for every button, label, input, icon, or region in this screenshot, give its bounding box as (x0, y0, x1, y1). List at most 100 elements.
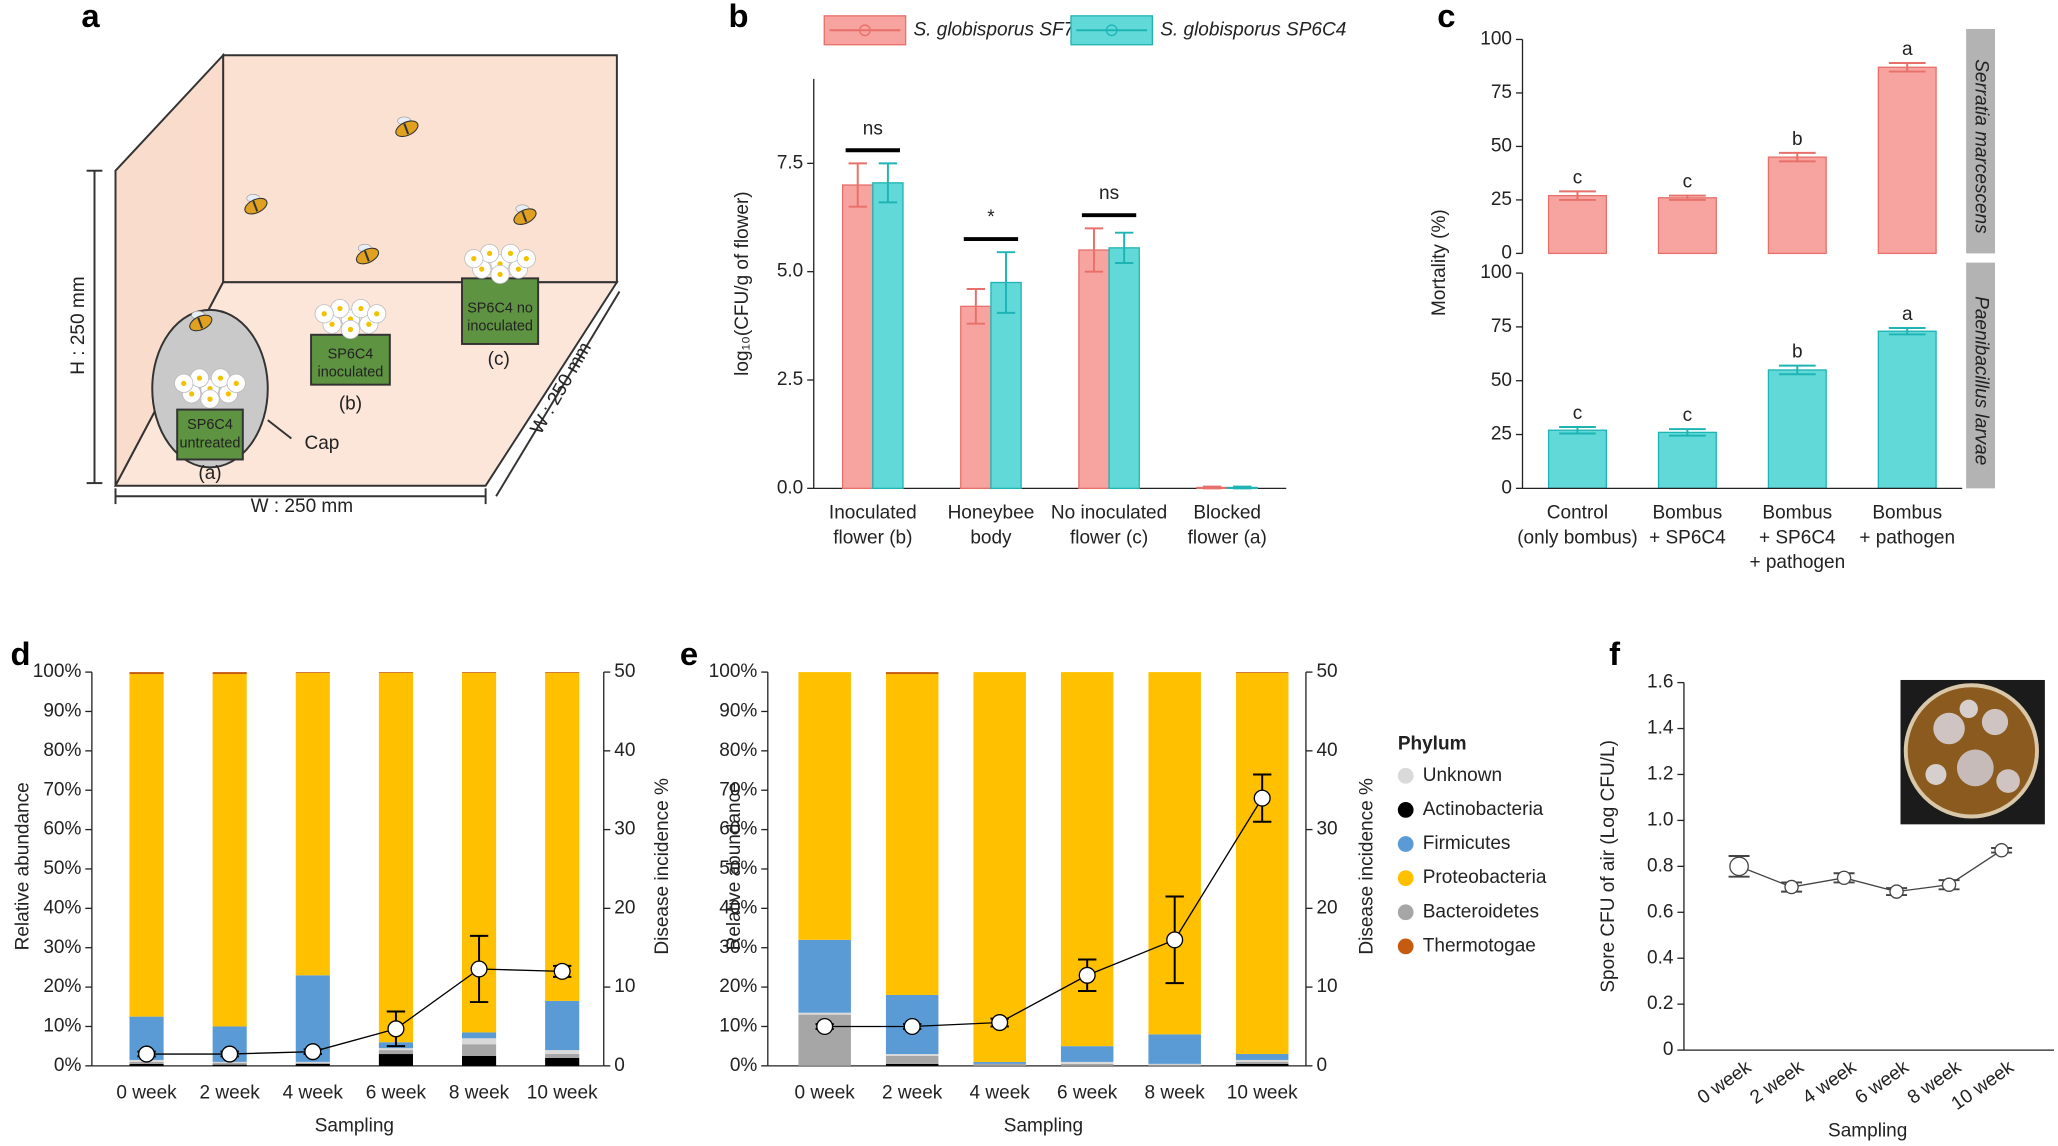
y-tick-label: 25 (1491, 424, 1512, 445)
legend-key (1397, 836, 1414, 852)
bar-segment (973, 672, 1026, 1062)
bar (1767, 369, 1827, 489)
colony (1959, 699, 1978, 719)
bar (1767, 156, 1827, 255)
panel-label: c (1437, 0, 1455, 34)
bee-stripe (363, 250, 370, 262)
y-tick-label: 70% (43, 779, 81, 800)
y-tick-label: 60% (719, 819, 757, 840)
dimension-line (495, 290, 621, 497)
bar-segment (798, 939, 851, 1013)
incidence-line (824, 797, 1263, 1028)
x-axis-label: Sampling (1004, 1115, 1083, 1136)
x-tick-label: 0 week (795, 1082, 856, 1103)
y-tick-label: 60% (43, 819, 81, 840)
bar (1657, 431, 1717, 489)
incidence-point (304, 1043, 322, 1061)
bar (960, 305, 992, 489)
significance-letter: c (1683, 172, 1693, 193)
flower-center (233, 380, 239, 386)
colony (1956, 749, 1994, 787)
y-tick-label: 30 (1316, 819, 1337, 840)
bar-segment (1148, 1064, 1201, 1066)
bar-segment (212, 1062, 247, 1065)
legend-key (1397, 870, 1414, 887)
pot-label: SP6C4 (187, 417, 233, 433)
bar (1547, 429, 1607, 489)
flower-center (358, 305, 364, 312)
pot-label: inoculated (318, 365, 384, 381)
y-tick-label: 10% (719, 1016, 757, 1037)
y-tick-label: 20 (1316, 897, 1337, 918)
y-tick-label: 0 (1501, 477, 1512, 498)
bar-segment (129, 1061, 164, 1064)
point (1889, 884, 1904, 899)
bar (990, 281, 1022, 489)
x-tick-label: 6 week (366, 1082, 427, 1103)
legend-label: Actinobacteria (1423, 799, 1544, 820)
incidence-point (991, 1014, 1009, 1032)
bar-segment (462, 1032, 497, 1039)
y-tick-label: 50 (1316, 661, 1337, 682)
bar-segment (1060, 1046, 1114, 1062)
bar-segment (1148, 1063, 1201, 1065)
bar-segment (1148, 1034, 1201, 1064)
incidence-point (387, 1020, 405, 1038)
flower-center (189, 391, 195, 397)
pot-tag: (a) (198, 463, 221, 484)
flower-center (515, 266, 522, 272)
flower-center (374, 311, 380, 317)
y-tick-label: 1.4 (1647, 718, 1674, 739)
bar-segment (798, 1012, 851, 1015)
flower-center (196, 375, 203, 381)
significance-letter: c (1573, 403, 1583, 424)
legend-title: Phylum (1398, 733, 1467, 754)
incidence-point (1078, 966, 1096, 984)
bar-segment (1235, 672, 1289, 1055)
x-tick-label: 4 week (1799, 1057, 1861, 1109)
bar-segment (798, 672, 851, 940)
bee-stripe (197, 317, 204, 329)
x-tick-label: flower (b) (833, 527, 912, 548)
y-tick-label: 10 (1316, 976, 1337, 997)
y-tick-label: 1.2 (1647, 764, 1673, 785)
y-tick-label: 5.0 (777, 261, 803, 282)
incidence-point (553, 962, 571, 980)
bar-segment (295, 1062, 330, 1064)
x-tick-label: Inoculated (829, 502, 917, 523)
bar-segment (1060, 1063, 1114, 1066)
y-tick-label: 10 (614, 976, 635, 997)
incidence-point (1166, 931, 1184, 949)
x-tick-label: Control (1547, 502, 1608, 523)
bar-segment (212, 1064, 247, 1066)
bar-segment (545, 672, 580, 1001)
bar-segment (545, 1050, 580, 1055)
x-tick-label: 6 week (1057, 1082, 1118, 1103)
y-tick-label: 40% (719, 897, 757, 918)
x-tick-label: 0 week (1694, 1057, 1756, 1109)
chamber-diagram (86, 52, 621, 505)
bar (841, 184, 874, 489)
flower-center (207, 396, 213, 402)
y-axis-label: Relative abundance (724, 782, 745, 950)
y-tick-label: 10% (43, 1016, 81, 1037)
x-tick-label: 2 week (1746, 1057, 1808, 1109)
bar-segment (973, 1061, 1026, 1064)
y-tick-label: 50% (43, 858, 81, 879)
x-tick-label: Bombus (1872, 502, 1942, 523)
point (1784, 879, 1799, 895)
x-tick-label: (only bombus) (1517, 527, 1637, 548)
x-tick-label: Bombus (1762, 502, 1832, 523)
flower-center (497, 271, 503, 278)
incidence-line (146, 968, 563, 1055)
bar-segment (462, 672, 497, 673)
bar-segment (973, 1063, 1026, 1066)
bar (1657, 197, 1717, 255)
significance-letter: b (1792, 129, 1803, 150)
x-tick-label: 2 week (882, 1082, 943, 1103)
y-tick-label: 75 (1491, 82, 1512, 103)
x-tick-label: 8 week (1145, 1082, 1206, 1103)
bar-segment (129, 672, 164, 675)
colony (1925, 763, 1947, 785)
bee-stripe (521, 211, 528, 223)
